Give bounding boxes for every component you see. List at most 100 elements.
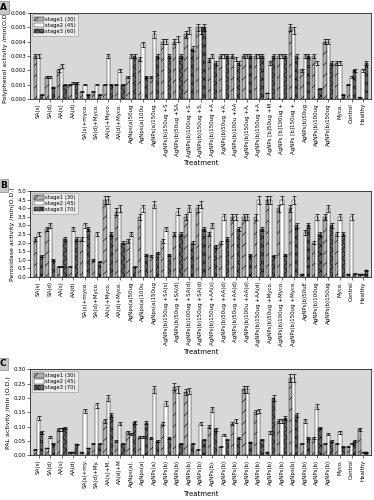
Bar (341, 94, 345, 99)
Bar (335, 234, 338, 277)
Bar (362, 274, 365, 277)
Y-axis label: Polyphenol activity /min(O.D.): Polyphenol activity /min(O.D.) (3, 9, 8, 103)
Bar (156, 441, 159, 456)
Bar (161, 424, 165, 456)
Bar (196, 450, 199, 456)
Bar (315, 217, 318, 277)
Bar (350, 78, 353, 99)
Bar (52, 444, 55, 456)
Bar (196, 27, 199, 99)
Bar (341, 234, 345, 277)
Bar (176, 390, 179, 456)
Bar (165, 229, 168, 277)
Bar (246, 217, 249, 277)
Bar (283, 56, 287, 99)
Bar (272, 56, 275, 99)
Bar (312, 438, 315, 456)
Bar (173, 42, 176, 99)
Bar (269, 432, 272, 456)
Bar (295, 56, 298, 99)
Bar (153, 205, 156, 277)
Bar (365, 452, 368, 456)
Bar (144, 422, 148, 456)
Bar (199, 424, 202, 456)
Bar (118, 208, 121, 277)
Bar (188, 391, 191, 456)
Bar (231, 217, 234, 277)
Bar (121, 444, 125, 456)
Bar (165, 42, 168, 99)
Bar (126, 241, 130, 277)
Bar (300, 70, 304, 99)
Bar (68, 452, 72, 456)
Bar (40, 94, 43, 99)
Bar (318, 428, 322, 456)
Text: B: B (0, 182, 7, 190)
Bar (110, 415, 113, 456)
Bar (353, 70, 356, 99)
Bar (324, 217, 327, 277)
Bar (249, 442, 252, 456)
Bar (138, 59, 141, 99)
Bar (237, 438, 240, 456)
Bar (312, 56, 315, 99)
Bar (277, 208, 280, 277)
Bar (307, 226, 310, 277)
Bar (150, 78, 153, 99)
Bar (126, 78, 130, 99)
Bar (249, 56, 252, 99)
Bar (223, 217, 226, 277)
Bar (219, 242, 223, 277)
Bar (34, 240, 37, 277)
Bar (277, 56, 280, 99)
Bar (188, 30, 191, 99)
X-axis label: Treatment: Treatment (183, 349, 218, 355)
Legend: stage1 (30), stage2 (45), stage3 (60): stage1 (30), stage2 (45), stage3 (60) (32, 14, 78, 36)
Bar (86, 448, 90, 456)
Bar (107, 200, 110, 277)
Bar (176, 212, 179, 277)
Bar (347, 274, 350, 277)
Bar (115, 84, 118, 99)
Bar (199, 30, 202, 99)
Text: A: A (0, 3, 7, 12)
Bar (242, 390, 246, 456)
Bar (75, 240, 78, 277)
Bar (40, 432, 43, 456)
Bar (202, 440, 206, 456)
Bar (347, 84, 350, 99)
Bar (49, 78, 52, 99)
Bar (80, 452, 83, 456)
Bar (184, 34, 188, 99)
Bar (86, 94, 90, 99)
Bar (254, 56, 257, 99)
Bar (338, 63, 341, 99)
Bar (211, 410, 214, 456)
Bar (52, 88, 55, 99)
Bar (208, 426, 211, 456)
Bar (283, 254, 287, 277)
Bar (219, 56, 223, 99)
Bar (330, 441, 333, 456)
Bar (307, 438, 310, 456)
Bar (191, 242, 194, 277)
Bar (219, 446, 223, 456)
Bar (234, 421, 237, 456)
Bar (191, 444, 194, 456)
Bar (184, 217, 188, 277)
Bar (353, 441, 356, 456)
Bar (242, 217, 246, 277)
Bar (199, 205, 202, 277)
X-axis label: Treatment: Treatment (183, 160, 218, 166)
Bar (327, 208, 330, 277)
Bar (341, 446, 345, 456)
Bar (92, 444, 95, 456)
Bar (246, 56, 249, 99)
Bar (315, 63, 318, 99)
Bar (362, 70, 365, 99)
Bar (83, 226, 86, 277)
Bar (277, 421, 280, 456)
Bar (292, 30, 295, 99)
Bar (161, 241, 165, 277)
Bar (191, 48, 194, 99)
